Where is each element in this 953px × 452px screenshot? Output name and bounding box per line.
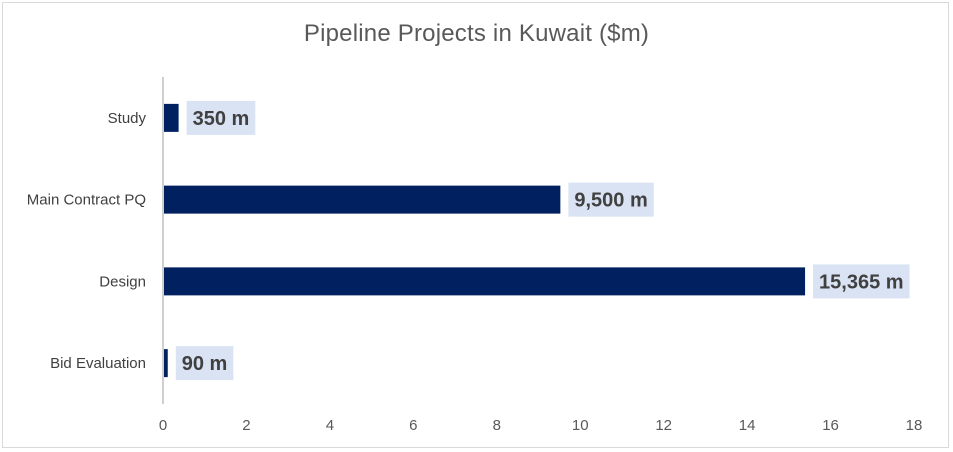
x-tick-label: 8 bbox=[493, 417, 501, 434]
data-label: 9,500 m bbox=[568, 182, 654, 217]
x-tick-label: 10 bbox=[572, 417, 589, 434]
bar bbox=[164, 185, 561, 214]
bar bbox=[164, 267, 806, 296]
data-label-background bbox=[568, 182, 654, 217]
data-label: 90 m bbox=[175, 346, 234, 381]
svg-text:90 m: 90 m bbox=[182, 353, 228, 375]
category-label: Bid Evaluation bbox=[50, 355, 146, 372]
data-label: 15,365 m bbox=[813, 264, 910, 299]
category-label: Design bbox=[99, 273, 146, 290]
chart-title: Pipeline Projects in Kuwait ($m) bbox=[303, 20, 650, 47]
x-tick-label: 6 bbox=[409, 417, 417, 434]
category-label: Study bbox=[108, 110, 147, 127]
x-tick-label: 18 bbox=[906, 417, 923, 434]
x-tick-label: 2 bbox=[242, 417, 250, 434]
x-tick-label: 16 bbox=[822, 417, 839, 434]
data-label-background bbox=[175, 346, 234, 381]
bar bbox=[164, 103, 179, 132]
category-label: Main Contract PQ bbox=[27, 192, 146, 209]
data-label-background bbox=[186, 100, 256, 135]
x-tick-label: 0 bbox=[159, 417, 167, 434]
data-label-background bbox=[813, 264, 910, 299]
svg-text:350 m: 350 m bbox=[193, 108, 250, 130]
bar bbox=[164, 349, 168, 378]
svg-text:15,365 m: 15,365 m bbox=[819, 271, 904, 293]
x-tick-label: 12 bbox=[655, 417, 672, 434]
x-tick-label: 14 bbox=[739, 417, 756, 434]
data-label: 350 m bbox=[186, 100, 256, 135]
x-tick-label: 4 bbox=[326, 417, 334, 434]
svg-text:9,500 m: 9,500 m bbox=[574, 190, 647, 212]
